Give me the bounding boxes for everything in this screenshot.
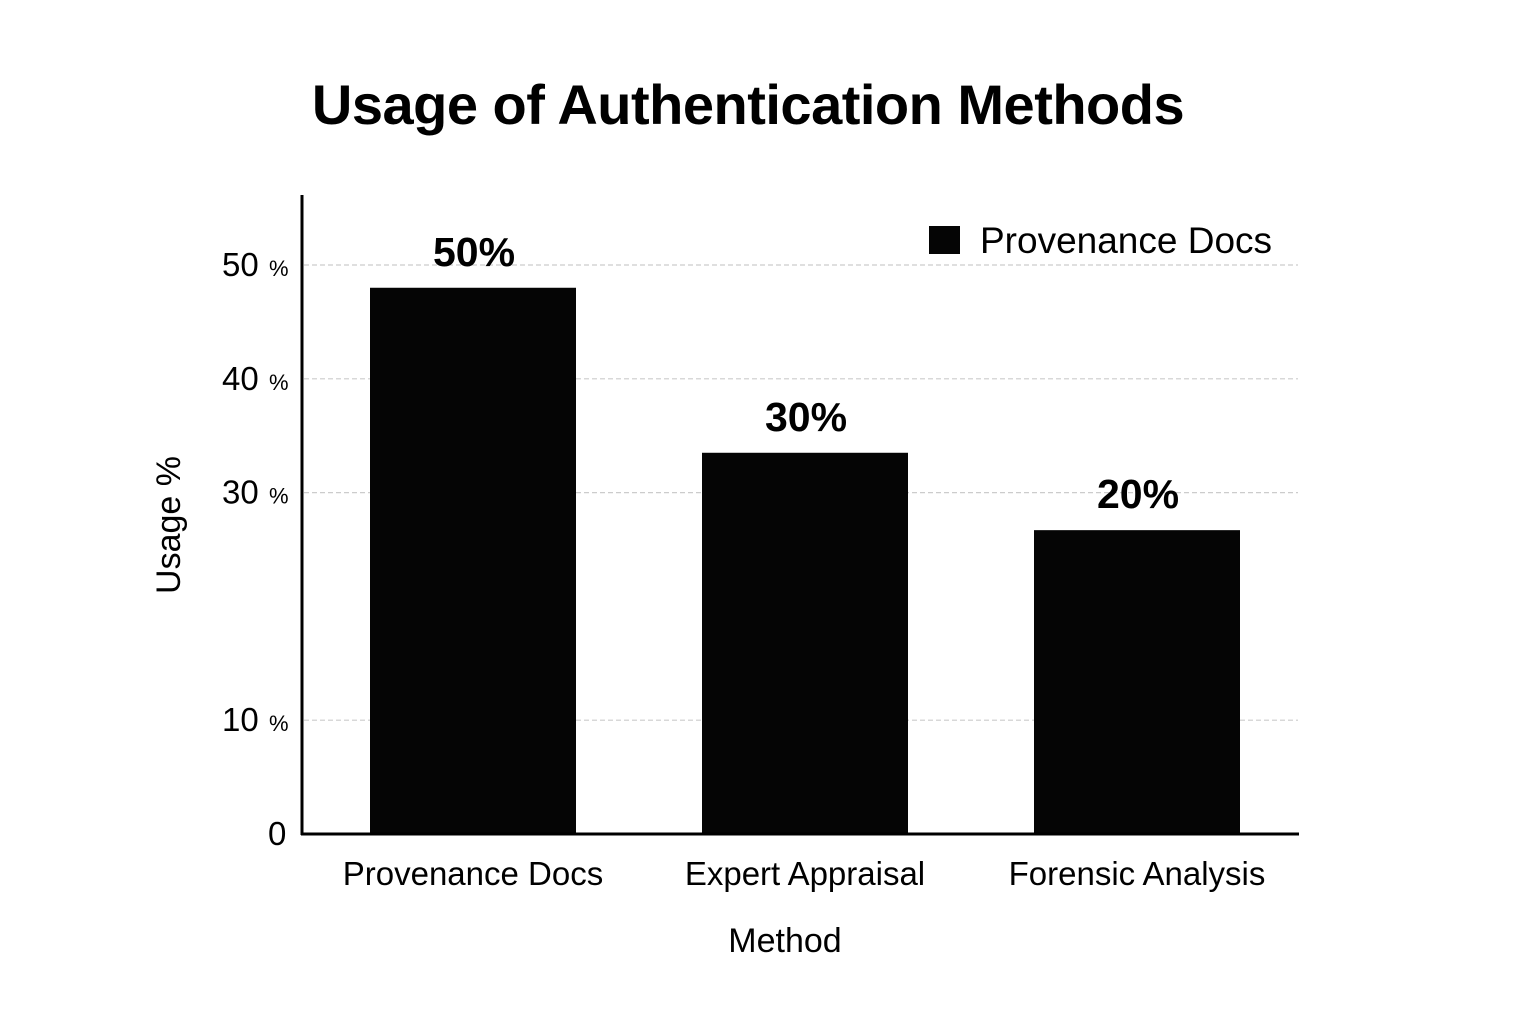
y-tick-label: 30 [222, 474, 259, 511]
bar [702, 452, 908, 834]
y-tick-label: 0 [268, 815, 286, 852]
bar [370, 287, 576, 834]
y-axis-ticks: 0 10 % 30 % 40 % 50% [222, 246, 289, 852]
data-label: 50% [433, 229, 515, 275]
bars [370, 287, 1240, 834]
y-axis-title: Usage % [150, 456, 188, 594]
data-label: 30% [765, 394, 847, 440]
data-label: 20% [1097, 471, 1179, 517]
legend: Provenance Docs [929, 220, 1272, 261]
y-tick-unit: % [269, 256, 289, 281]
x-tick-label: Expert Appraisal [685, 855, 925, 892]
y-tick-unit: % [269, 711, 289, 736]
data-labels: 50% 30% 20% [433, 229, 1179, 517]
x-tick-label: Forensic Analysis [1009, 855, 1266, 892]
chart-title: Usage of Authentication Methods [311, 73, 1185, 136]
x-tick-label: Provenance Docs [343, 855, 603, 892]
x-axis-title: Method [728, 922, 841, 960]
legend-swatch [929, 226, 960, 254]
y-tick-label: 10 [222, 701, 259, 738]
legend-label: Provenance Docs [980, 220, 1272, 261]
y-tick-unit: % [269, 370, 289, 395]
y-tick-unit: % [269, 484, 289, 509]
bar [1034, 530, 1240, 834]
y-tick-label: 40 [222, 360, 259, 397]
x-axis-ticks: Provenance Docs Expert Appraisal Forensic … [343, 855, 1266, 892]
y-tick-label: 50 [222, 246, 259, 283]
